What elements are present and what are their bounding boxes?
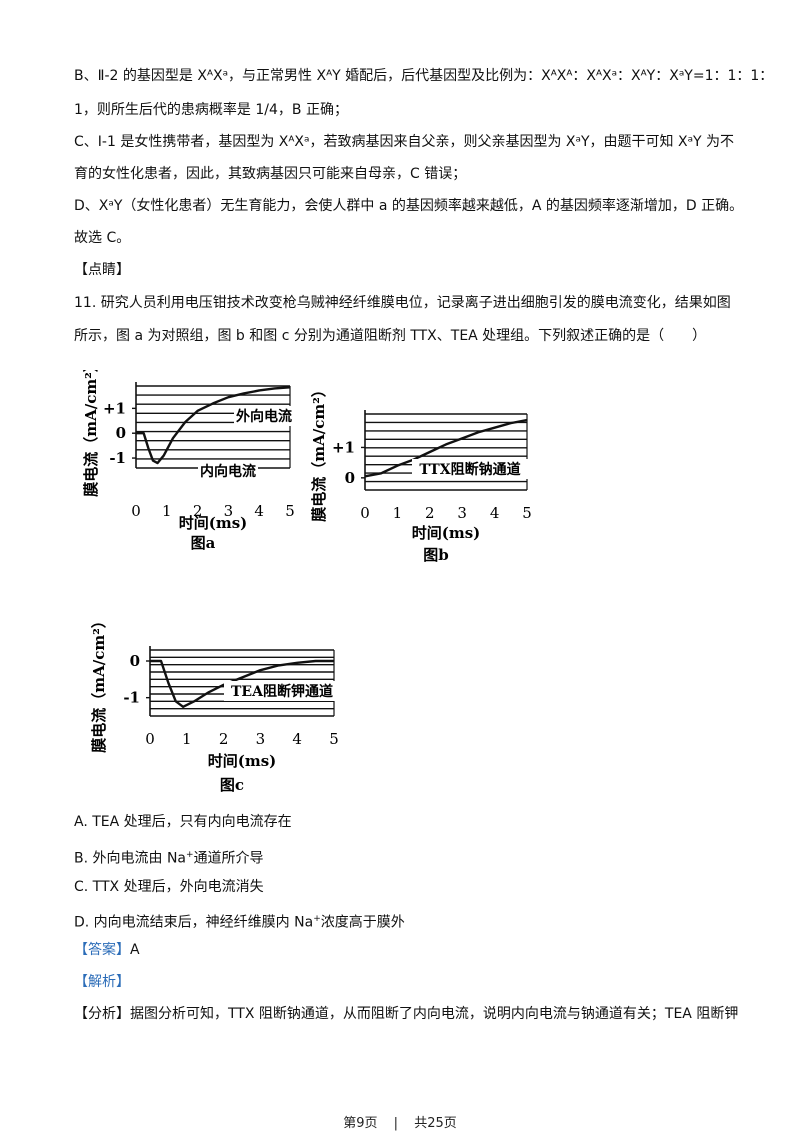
x-axis-label: 时间(ms) bbox=[179, 514, 248, 532]
option-b: B. 外向电流由 Na+通道所介导 bbox=[74, 850, 264, 867]
annotation-bg bbox=[412, 459, 528, 479]
answer-line: 【答案】A bbox=[74, 940, 140, 960]
x-tick-label: 1 bbox=[162, 502, 172, 520]
annotation-label: TEA阻断钾通道 bbox=[231, 683, 333, 700]
x-tick-label: 5 bbox=[285, 502, 295, 520]
footer-separator: | bbox=[393, 1116, 399, 1131]
y-tick-label: -1 bbox=[123, 689, 140, 707]
fenxi-line: 【分析】据图分析可知，TTX 阻断钠通道，从而阻断了内向电流，说明内向电流与钠通… bbox=[74, 1006, 739, 1022]
question-11-line1: 11. 研究人员利用电压钳技术改变枪乌贼神经纤维膜电位，记录离子进出细胞引发的膜… bbox=[74, 295, 731, 311]
option-a: A. TEA 处理后，只有内向电流存在 bbox=[74, 814, 292, 830]
x-tick-label: 1 bbox=[182, 730, 192, 748]
x-tick-label: 5 bbox=[522, 504, 532, 522]
option-c: C. TTX 处理后，外向电流消失 bbox=[74, 879, 264, 895]
figure-b: +1 0 0 1 2 3 4 5 TTX阻断钠通道 膜电流（mA/cm²） 时间(ms) 图b bbox=[310, 370, 540, 574]
paragraph-c-line2: 育的女性化患者，因此，其致病基因只可能来自母亲，C 错误； bbox=[74, 166, 467, 182]
y-tick-label: -1 bbox=[109, 449, 126, 467]
page-footer: 第9页 | 共25页 bbox=[0, 1112, 800, 1131]
chart-title: 图a bbox=[191, 534, 216, 552]
x-tick-label: 3 bbox=[256, 730, 266, 748]
chart-c-svg: 0 -1 0 1 2 3 4 5 TEA阻断钾通道 膜电流（mA/cm²） 时间(ms) 图c bbox=[90, 613, 340, 794]
dianjing-heading: 【点睛】 bbox=[74, 262, 130, 278]
page-number: 第9页 bbox=[343, 1116, 378, 1131]
x-tick-label: 5 bbox=[329, 730, 339, 748]
option-d: D. 内向电流结束后，神经纤维膜内 Na+浓度高于膜外 bbox=[74, 914, 405, 931]
series-line bbox=[136, 386, 291, 465]
annotation-bg bbox=[198, 461, 258, 481]
y-axis-label: 膜电流（mA/cm²） bbox=[82, 370, 100, 497]
y-tick-label: +1 bbox=[332, 438, 355, 456]
x-tick-label: 4 bbox=[254, 502, 264, 520]
figure-c: 0 -1 0 1 2 3 4 5 TEA阻断钾通道 膜电流（mA/cm²） 时间(ms) 图c bbox=[84, 600, 344, 804]
x-tick-label: 0 bbox=[360, 504, 370, 522]
x-axis-label: 时间(ms) bbox=[208, 752, 277, 770]
y-axis-label: 膜电流（mA/cm²） bbox=[90, 613, 108, 753]
y-tick-label: 0 bbox=[116, 424, 126, 442]
y-tick-label: 0 bbox=[345, 469, 355, 487]
jiexi-heading: 【解析】 bbox=[74, 974, 130, 990]
conclusion-line: 故选 C。 bbox=[74, 230, 131, 246]
chart-title: 图c bbox=[220, 776, 244, 794]
x-tick-label: 0 bbox=[131, 502, 141, 520]
x-tick-label: 2 bbox=[219, 730, 229, 748]
y-tick-label: +1 bbox=[103, 399, 126, 417]
annotation-label: 内向电流 bbox=[200, 463, 256, 480]
x-tick-label: 3 bbox=[457, 504, 467, 522]
paragraph-b-line1: B、Ⅱ-2 的基因型是 XᴬXᵃ，与正常男性 XᴬY 婚配后，后代基因型及比例为… bbox=[74, 68, 774, 84]
chart-b-svg: +1 00 1 2 3 4 5 TTX阻断钠通道 膜电流（mA/cm²） 时间(ms) 图b bbox=[310, 382, 532, 564]
annotation-bg bbox=[224, 681, 340, 701]
paragraph-b-line2: 1，则所生后代的患病概率是 1/4，B 正确； bbox=[74, 102, 348, 118]
chart-title: 图b bbox=[423, 546, 449, 564]
x-tick-label: 3 bbox=[224, 502, 234, 520]
paragraph-d: D、XᵃY（女性化患者）无生育能力，会使人群中 a 的基因频率越来越低，A 的基… bbox=[74, 198, 744, 214]
paragraph-c-line1: C、Ⅰ-1 是女性携带者，基因型为 XᴬXᵃ，若致病基因来自父亲，则父亲基因型为… bbox=[74, 134, 735, 150]
x-tick-label: 1 bbox=[393, 504, 403, 522]
page-total: 共25页 bbox=[414, 1116, 457, 1131]
x-axis-label: 时间(ms) bbox=[412, 524, 481, 542]
series-line bbox=[364, 418, 528, 478]
annotation-label: 外向电流 bbox=[236, 408, 292, 425]
y-axis-label: 膜电流（mA/cm²） bbox=[310, 382, 328, 522]
x-tick-label: 2 bbox=[425, 504, 435, 522]
answer-tag: 【答案】 bbox=[74, 942, 130, 958]
x-tick-label: 4 bbox=[292, 730, 302, 748]
question-11-line2: 所示，图 a 为对照组，图 b 和图 c 分别为通道阻断剂 TTX、TEA 处理… bbox=[74, 328, 707, 344]
annotation-bg bbox=[234, 406, 294, 426]
x-tick-label: 4 bbox=[490, 504, 500, 522]
y-tick-label: 0 bbox=[130, 652, 140, 670]
x-tick-label: 2 bbox=[193, 502, 203, 520]
series-line bbox=[150, 659, 334, 709]
x-tick-label: 0 bbox=[145, 730, 155, 748]
annotation-label: TTX阻断钠通道 bbox=[419, 461, 520, 478]
answer-value: A bbox=[130, 942, 140, 958]
figure-a: +1 0 -1 0 1 2 3 4 5 外向电流内向电流 膜电流（mA/cm²） 时间(ms) 图a bbox=[78, 357, 308, 564]
